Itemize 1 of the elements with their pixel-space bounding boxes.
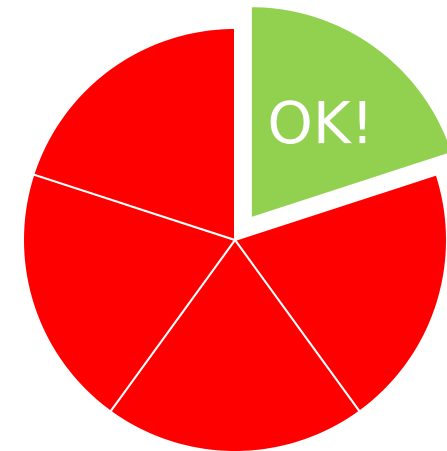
slice-label: OK!: [270, 100, 366, 144]
